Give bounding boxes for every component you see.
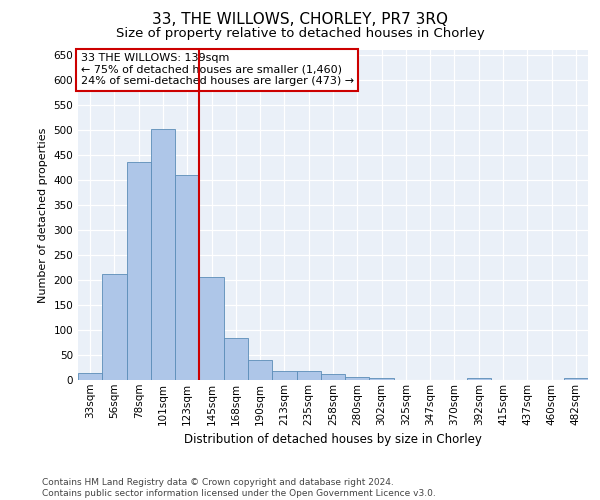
Bar xyxy=(224,338,248,380)
Y-axis label: Number of detached properties: Number of detached properties xyxy=(38,128,48,302)
Bar xyxy=(467,378,491,380)
Text: 33 THE WILLOWS: 139sqm
← 75% of detached houses are smaller (1,460)
24% of semi-: 33 THE WILLOWS: 139sqm ← 75% of detached… xyxy=(80,54,353,86)
Bar xyxy=(102,274,127,380)
Bar xyxy=(127,162,151,380)
Bar xyxy=(370,378,394,380)
Text: Size of property relative to detached houses in Chorley: Size of property relative to detached ho… xyxy=(116,28,484,40)
Bar xyxy=(248,360,272,380)
Bar xyxy=(296,371,321,380)
Bar xyxy=(564,378,588,380)
Bar xyxy=(345,377,370,380)
Bar xyxy=(272,371,296,380)
Text: 33, THE WILLOWS, CHORLEY, PR7 3RQ: 33, THE WILLOWS, CHORLEY, PR7 3RQ xyxy=(152,12,448,28)
Bar xyxy=(175,175,199,380)
Bar xyxy=(151,128,175,380)
X-axis label: Distribution of detached houses by size in Chorley: Distribution of detached houses by size … xyxy=(184,433,482,446)
Text: Contains HM Land Registry data © Crown copyright and database right 2024.
Contai: Contains HM Land Registry data © Crown c… xyxy=(42,478,436,498)
Bar xyxy=(199,276,224,380)
Bar xyxy=(78,372,102,380)
Bar xyxy=(321,374,345,380)
